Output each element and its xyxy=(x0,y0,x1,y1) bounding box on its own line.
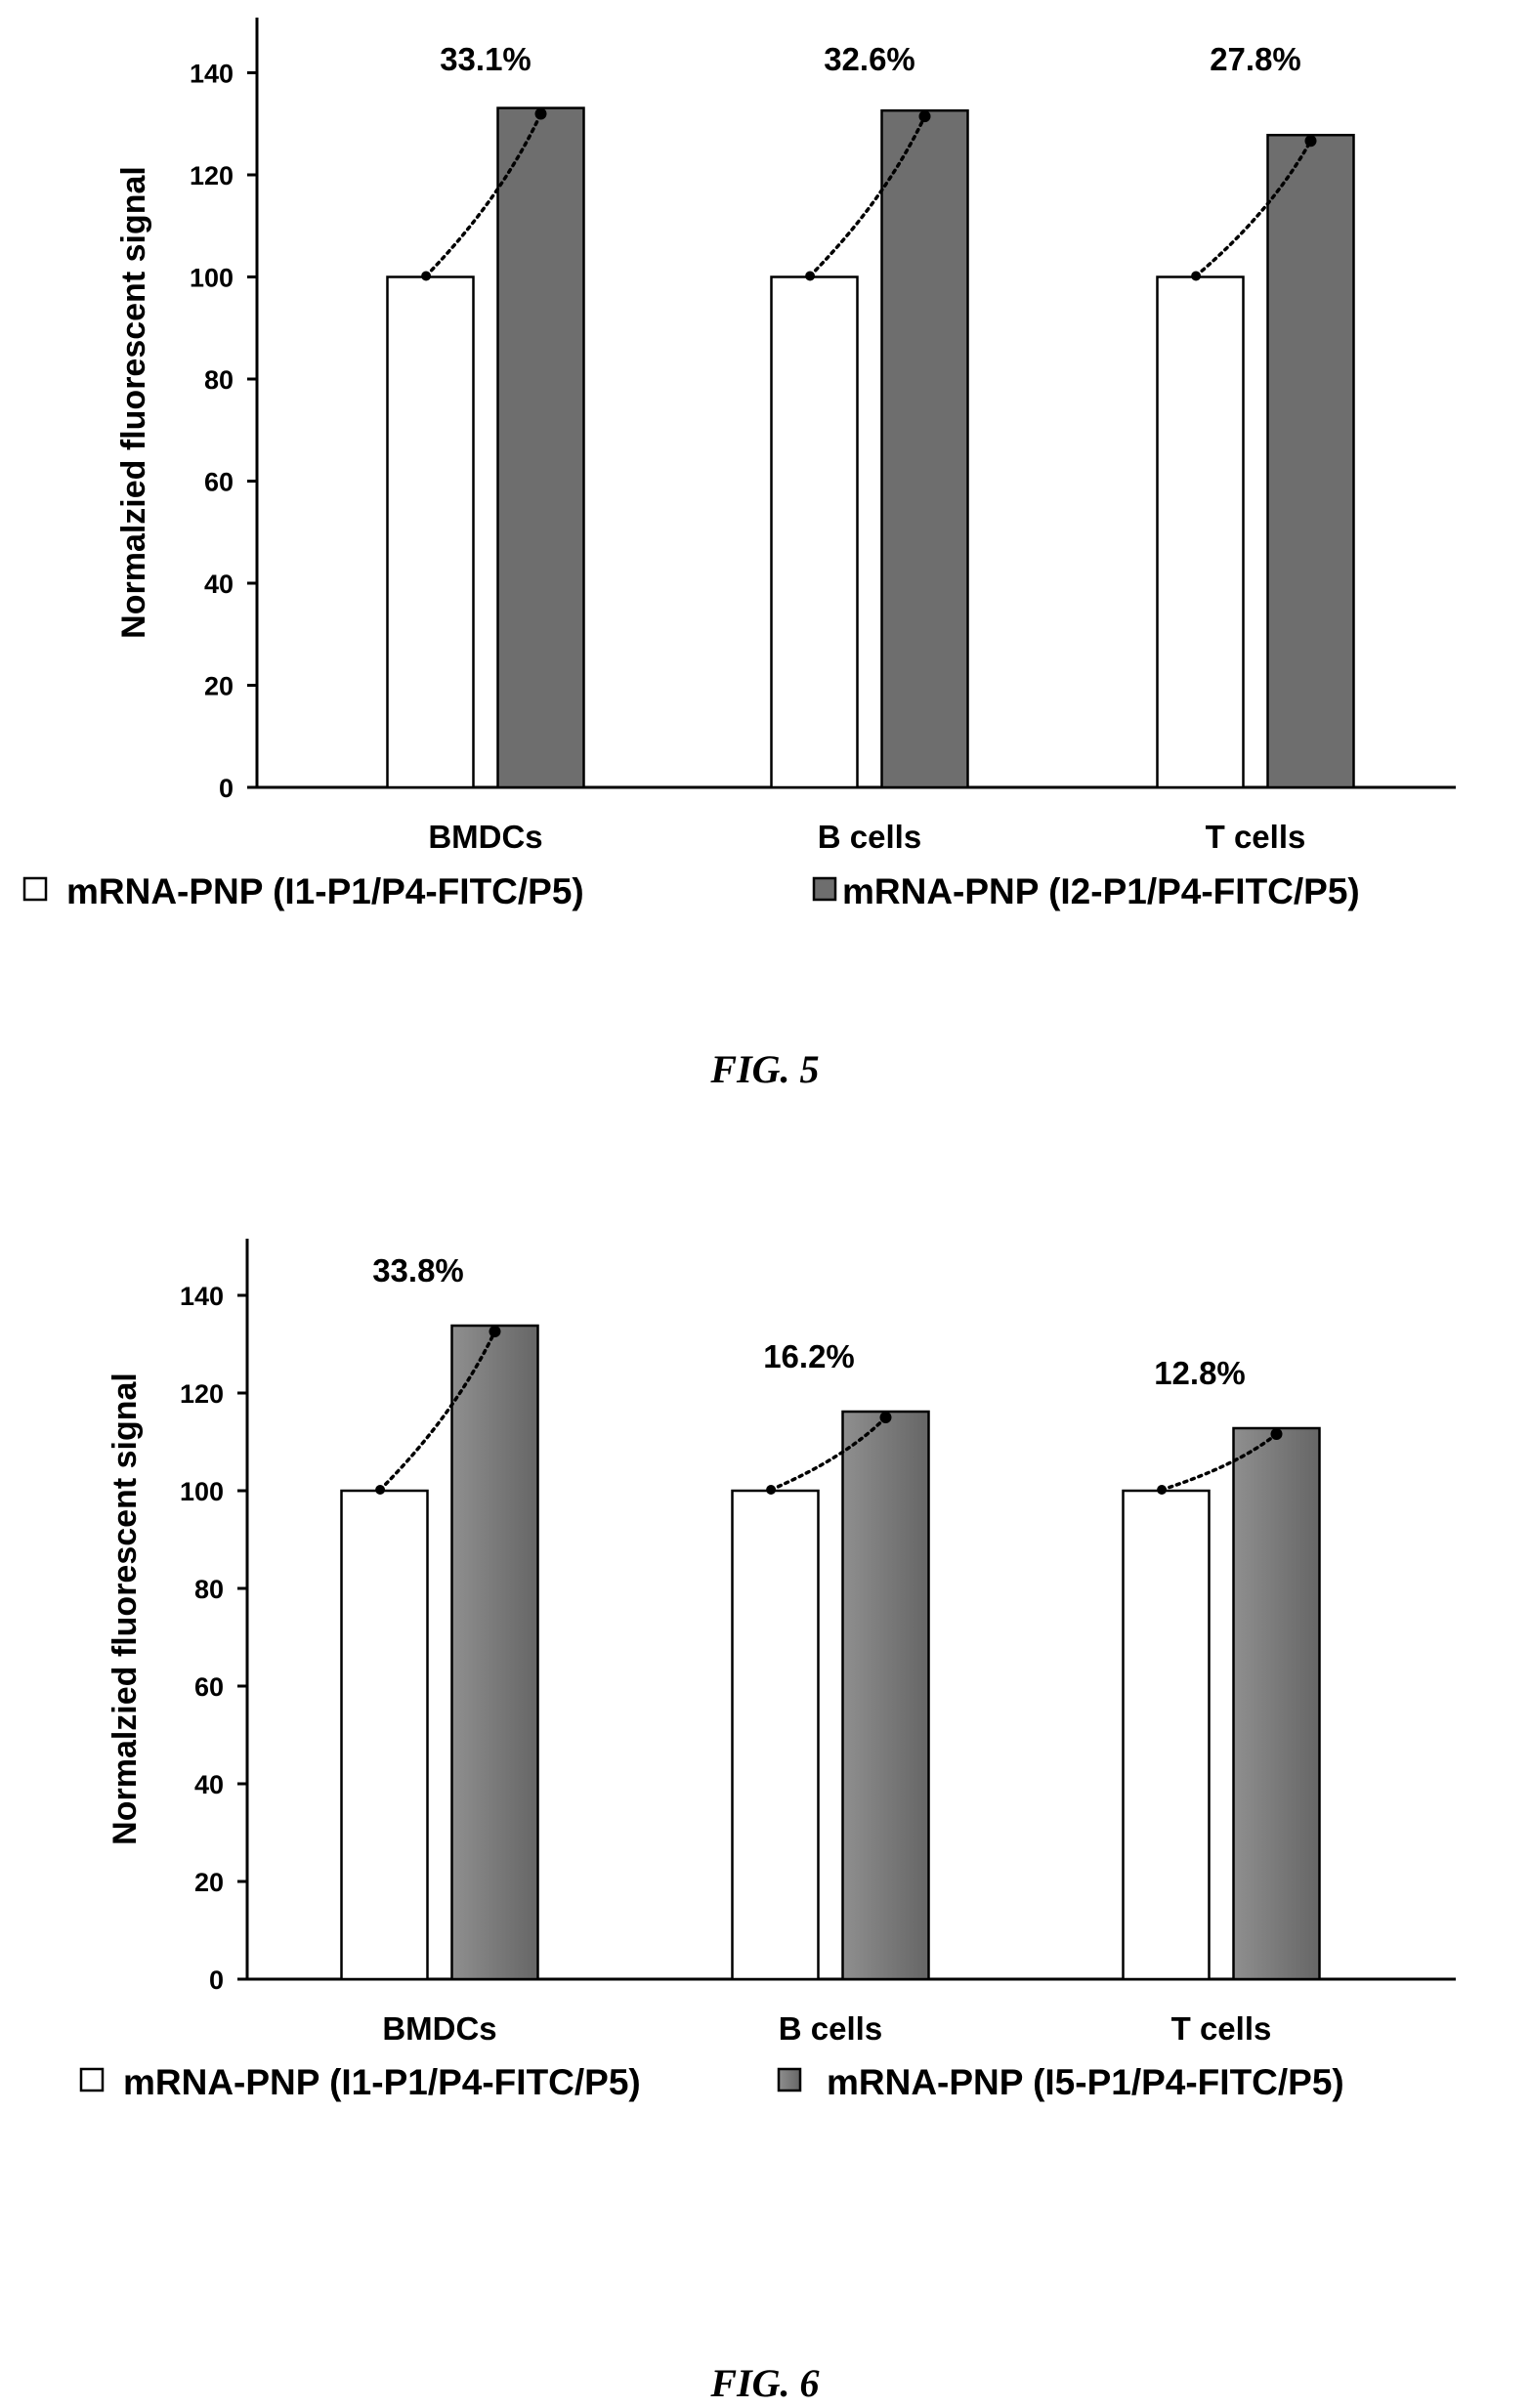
bar-b-cells-series-2 xyxy=(880,108,969,789)
bar-t-cells-series-1 xyxy=(1156,275,1245,789)
bar-b-cells-series-1 xyxy=(731,1489,820,1981)
connector-end-dot xyxy=(918,110,931,123)
bars xyxy=(386,106,1355,789)
y-tick-label: 20 xyxy=(194,1868,224,1897)
connector-start-dot xyxy=(375,1485,386,1495)
connector-end-dot xyxy=(879,1412,892,1423)
chart-1: 0 20 40 60 80 100 120 140 Normalzied fluorescent… xyxy=(22,18,1456,1091)
percent-increase-label: 27.8% xyxy=(1210,41,1301,77)
legend: mRNA-PNP (I1-P1/P4-FITC/P5) mRNA-PNP (I5-… xyxy=(79,2062,1344,2102)
bar-bmdcs-series-1 xyxy=(340,1489,429,1981)
bar-bmdcs-series-2 xyxy=(450,1324,539,1981)
increase-connector xyxy=(1194,139,1313,278)
y-tick-label: 100 xyxy=(180,1477,224,1506)
percent-increase-label: 33.8% xyxy=(372,1252,464,1288)
legend: mRNA-PNP (I1-P1/P4-FITC/P5) mRNA-PNP (I2-… xyxy=(22,871,1360,911)
connector-end-dot xyxy=(1270,1428,1283,1440)
y-tick-label: 60 xyxy=(204,468,234,497)
connector-start-dot xyxy=(805,271,816,281)
percent-increase-label: 32.6% xyxy=(824,41,915,77)
y-tick-label: 60 xyxy=(194,1672,224,1702)
percent-increase-label: 33.1% xyxy=(440,41,532,77)
percent-increase-label: 12.8% xyxy=(1154,1355,1246,1391)
x-category-label: BMDCs xyxy=(428,819,542,855)
y-tick-label: 120 xyxy=(190,161,234,190)
x-category-label: B cells xyxy=(818,819,921,855)
bar-b-cells-series-1 xyxy=(770,275,859,789)
legend-entry-label: mRNA-PNP (I1-P1/P4-FITC/P5) xyxy=(66,871,584,911)
connector-start-dot xyxy=(1157,1485,1168,1495)
legend-entry-label: mRNA-PNP (I1-P1/P4-FITC/P5) xyxy=(123,2062,641,2102)
increase-connector xyxy=(424,111,543,278)
bar-b-cells-series-2 xyxy=(841,1410,930,1981)
y-tick-label: 0 xyxy=(219,774,234,803)
y-tick-label: 120 xyxy=(180,1379,224,1409)
legend-entry-label: mRNA-PNP (I2-P1/P4-FITC/P5) xyxy=(842,871,1360,911)
chart-2: 0 20 40 60 80 100 120 140 Normalzied fluorescent… xyxy=(79,1239,1456,2405)
increase-connector xyxy=(1160,1432,1279,1492)
y-tick-label: 140 xyxy=(190,60,234,89)
legend-swatch xyxy=(777,2067,802,2092)
percent-increase-label: 16.2% xyxy=(763,1338,855,1374)
y-tick-label: 80 xyxy=(194,1575,224,1604)
y-tick-label: 20 xyxy=(204,672,234,701)
y-tick-label: 0 xyxy=(209,1965,224,1995)
connector-start-dot xyxy=(1191,271,1202,281)
figure-caption: FIG. 6 xyxy=(709,2361,819,2405)
y-axis-label: Normalzied fluorescent signal xyxy=(106,1373,144,1845)
bar-bmdcs-series-1 xyxy=(386,275,475,789)
y-tick-label: 100 xyxy=(190,264,234,293)
connector-end-dot xyxy=(489,1326,501,1337)
legend-entry-label: mRNA-PNP (I5-P1/P4-FITC/P5) xyxy=(827,2062,1344,2102)
x-category-label: BMDCs xyxy=(382,2010,496,2047)
y-tick-label: 40 xyxy=(204,570,234,599)
y-tick-label: 140 xyxy=(180,1282,224,1311)
bar-t-cells-series-2 xyxy=(1232,1426,1321,1981)
increase-connector xyxy=(808,114,927,278)
x-category-label: T cells xyxy=(1171,2010,1272,2047)
y-tick-label: 40 xyxy=(194,1770,224,1799)
increase-connector xyxy=(769,1415,888,1492)
y-axis-label: Normalzied fluorescent signal xyxy=(115,166,152,639)
bars xyxy=(340,1324,1321,1981)
x-category-label: T cells xyxy=(1206,819,1306,855)
connector-start-dot xyxy=(766,1485,777,1495)
figure-caption: FIG. 5 xyxy=(709,1047,819,1091)
connector-start-dot xyxy=(421,271,432,281)
bar-bmdcs-series-2 xyxy=(496,106,585,789)
legend-swatch xyxy=(79,2067,105,2092)
increase-connector xyxy=(378,1330,497,1492)
bar-t-cells-series-2 xyxy=(1266,133,1355,789)
legend-swatch xyxy=(812,876,837,902)
legend-swatch xyxy=(22,876,48,902)
connector-end-dot xyxy=(534,107,547,120)
bar-t-cells-series-1 xyxy=(1122,1489,1211,1981)
x-category-label: B cells xyxy=(779,2010,882,2047)
connector-end-dot xyxy=(1304,135,1317,148)
y-tick-label: 80 xyxy=(204,365,234,395)
